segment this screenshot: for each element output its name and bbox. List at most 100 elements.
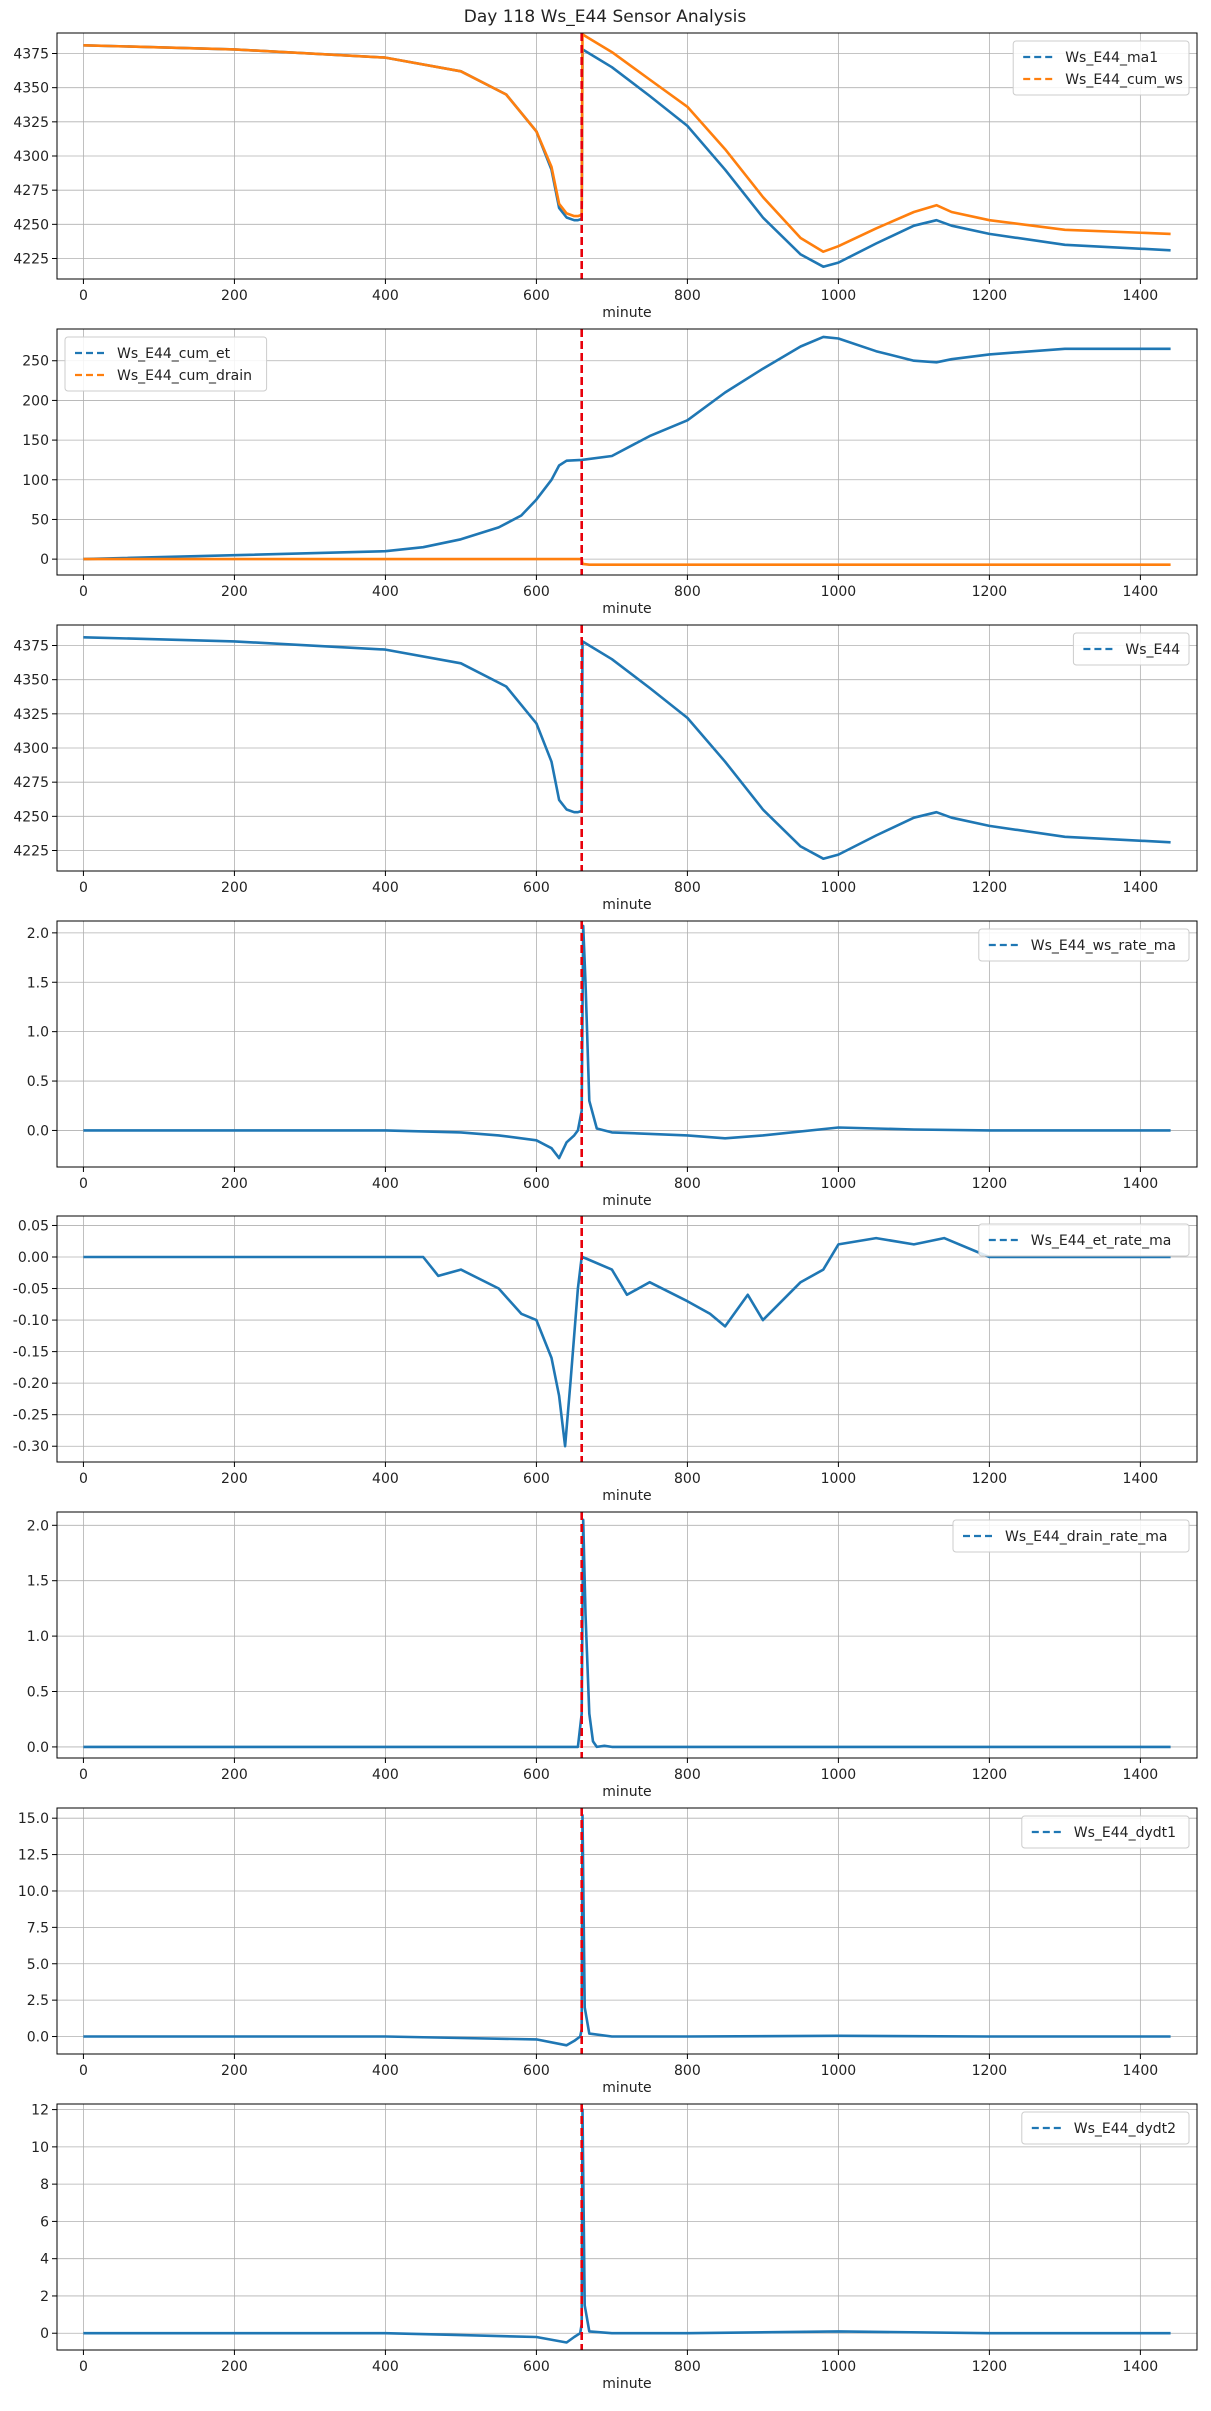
x-tick-label: 1400	[1123, 288, 1159, 304]
axes-frame	[56, 1807, 1198, 2055]
series-group	[83, 636, 1171, 860]
x-tick-label: 400	[372, 880, 399, 896]
y-tick-label: -0.05	[13, 1282, 49, 1298]
x-tick-label: 600	[523, 1471, 550, 1487]
x-tick-label: 200	[221, 1176, 248, 1192]
x-tick-label: 0	[79, 1767, 88, 1783]
y-tick-label: 0.05	[18, 1218, 49, 1234]
series-line-Ws_E44_cum_et	[83, 335, 1171, 561]
x-tick-label: 1000	[821, 1176, 857, 1192]
legend: Ws_E44_cum_et Ws_E44_cum_drain	[64, 336, 268, 392]
x-tick-label: 0	[79, 1471, 88, 1487]
y-tick-label: 4300	[13, 149, 49, 165]
legend: Ws_E44_dydt2	[1021, 2111, 1190, 2145]
x-tick-label: 1400	[1123, 1176, 1159, 1192]
y-tick-label: 4300	[13, 741, 49, 757]
y-tick-label: 2	[40, 2289, 49, 2305]
legend-entry: Ws_E44_et_rate_ma	[1031, 1233, 1172, 1249]
y-tick-label: 6	[40, 2214, 49, 2230]
y-tick-label: 4250	[13, 217, 49, 233]
y-tick-label: 4250	[13, 809, 49, 825]
y-tick-label: -0.10	[13, 1313, 49, 1329]
y-tick-label: -0.20	[13, 1376, 49, 1392]
legend: Ws_E44_et_rate_ma	[978, 1223, 1190, 1257]
y-tick-label: 15.0	[18, 1811, 49, 1827]
y-tick-label: 4	[40, 2252, 49, 2268]
subplot-2: 0 200 400 600 800 1000 1200 1400 0 50 100 150 200 250…	[22, 328, 1198, 617]
y-tick-label: -0.15	[13, 1345, 49, 1361]
x-tick-label: 800	[674, 584, 701, 600]
y-tick-label: 10	[31, 2140, 49, 2156]
y-tick-label: 1.0	[27, 1629, 49, 1645]
x-tick-label: 1000	[821, 1471, 857, 1487]
x-tick-label: 1200	[972, 1471, 1008, 1487]
legend: Ws_E44_ws_rate_ma	[978, 928, 1190, 962]
y-tick-label: 5.0	[27, 1957, 49, 1973]
y-tick-label: -0.25	[13, 1408, 49, 1424]
y-tick-label: 4350	[13, 673, 49, 689]
y-tick-label: 1.5	[27, 975, 49, 991]
y-tick-label: 50	[31, 512, 49, 528]
x-tick-label: 400	[372, 1471, 399, 1487]
y-tick-label: 4275	[13, 775, 49, 791]
y-tick-label: 1.5	[27, 1574, 49, 1590]
y-tick-label: 4375	[13, 639, 49, 655]
legend: Ws_E44_ma1 Ws_E44_cum_ws	[1012, 40, 1190, 96]
x-tick-label: 1200	[972, 584, 1008, 600]
y-tick-label: 100	[22, 473, 49, 489]
y-tick-label: 12	[31, 2103, 49, 2119]
legend-entry: Ws_E44_cum_drain	[117, 368, 252, 384]
legend-box	[978, 1223, 1190, 1257]
y-tick-label: 0.00	[18, 1250, 49, 1266]
legend-box	[1021, 1815, 1190, 1849]
legend-box	[1072, 632, 1190, 666]
y-tick-label: 150	[22, 433, 49, 449]
subplot-3: 0 200 400 600 800 1000 1200 1400 4225 4250 4275 430…	[13, 624, 1198, 913]
legend-box	[1012, 40, 1190, 96]
legend-entry: Ws_E44_ws_rate_ma	[1031, 938, 1176, 954]
x-tick-label: 600	[523, 880, 550, 896]
y-tick-label: 8	[40, 2177, 49, 2193]
x-tick-label: 400	[372, 1767, 399, 1783]
y-tick-label: 2.0	[27, 926, 49, 942]
x-tick-label: 0	[79, 2359, 88, 2375]
y-tick-label: 0.0	[27, 1123, 49, 1139]
series-line-Ws_E44_drain_rate_ma	[83, 1518, 1171, 1749]
legend: Ws_E44_drain_rate_ma	[952, 1519, 1190, 1553]
x-axis-label: minute	[602, 2376, 651, 2392]
y-tick-label: 0.5	[27, 1074, 49, 1090]
subplot-5: 0 200 400 600 800 1000 1200 1400 0.05 0.00 -0.05 -0…	[13, 1215, 1198, 1504]
y-tick-label: 0.5	[27, 1685, 49, 1701]
x-tick-label: 1200	[972, 288, 1008, 304]
x-tick-label: 600	[523, 2359, 550, 2375]
x-tick-label: 1200	[972, 2063, 1008, 2079]
x-tick-label: 1200	[972, 1176, 1008, 1192]
x-tick-label: 800	[674, 1767, 701, 1783]
legend-entry: Ws_E44_ma1	[1065, 50, 1158, 66]
y-tick-label: 200	[22, 393, 49, 409]
legend-entry: Ws_E44_cum_ws	[1065, 72, 1183, 88]
x-tick-label: 1400	[1123, 2359, 1159, 2375]
subplot-8: 0 200 400 600 800 1000 1200 1400 0 2 4 6 8 10 12 minute…	[31, 2103, 1198, 2392]
x-axis-label: minute	[602, 305, 651, 321]
y-tick-label: 0.0	[27, 2030, 49, 2046]
x-tick-label: 0	[79, 1176, 88, 1192]
x-axis-label: minute	[602, 897, 651, 913]
x-tick-label: 800	[674, 1176, 701, 1192]
x-tick-label: 600	[523, 288, 550, 304]
x-tick-label: 600	[523, 1767, 550, 1783]
series-group	[83, 33, 1171, 268]
axes-frame	[56, 920, 1198, 1168]
legend-entry: Ws_E44_cum_et	[117, 346, 231, 362]
x-tick-label: 800	[674, 1471, 701, 1487]
x-tick-label: 200	[221, 880, 248, 896]
y-tick-label: 2.5	[27, 1993, 49, 2009]
grid	[57, 625, 1197, 871]
y-tick-label: 1.0	[27, 1025, 49, 1041]
subplot-7: 0 200 400 600 800 1000 1200 1400 0.0 2.5 5.0 7.5 10.…	[18, 1807, 1198, 2096]
subplots: 0 200 400 600 800 1000 1200 1400422542504275430…	[13, 32, 1198, 2392]
x-tick-label: 800	[674, 288, 701, 304]
x-tick-label: 0	[79, 584, 88, 600]
y-tick-label: 12.5	[18, 1848, 49, 1864]
